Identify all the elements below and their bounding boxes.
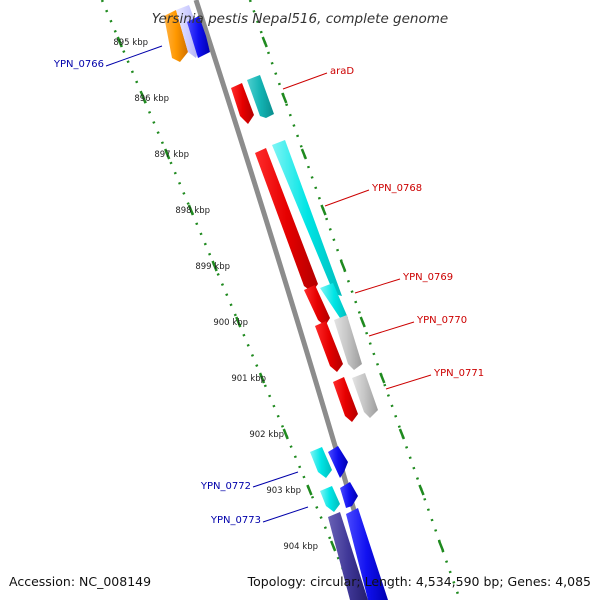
tick-mark-outer-903 — [418, 484, 425, 496]
tick-mark-inner-903 — [306, 484, 313, 496]
leader-ypn-0770 — [368, 321, 415, 337]
tick-mark-outer-904 — [437, 540, 445, 552]
tick-mark-outer-897 — [300, 148, 308, 160]
gene-ypn-0770-grey[interactable] — [334, 315, 362, 370]
gene-labels: YPN_0766 araD YPN_0768 YPN_0769 YPN_0770… — [53, 59, 484, 526]
tick-mark-outer-902 — [398, 428, 406, 440]
forward-strand-genes — [176, 5, 388, 600]
gene-ypn-0771-grey[interactable] — [352, 373, 378, 418]
gene-ypn-0772[interactable] — [310, 447, 332, 478]
label-leaders — [105, 45, 432, 523]
tick-label-901: 901 kbp — [231, 374, 266, 384]
tick-marks — [116, 36, 445, 552]
gene-ypn-0766[interactable] — [164, 10, 188, 62]
tick-label-898: 898 kbp — [175, 206, 210, 216]
gene-arad[interactable] — [231, 83, 254, 124]
map-title: Yersinia pestis Nepal516, complete genom… — [152, 11, 448, 27]
leader-ypn-0772 — [252, 471, 299, 488]
topology-text: Topology: circular; Length: 4,534,590 bp… — [247, 574, 591, 589]
leader-ypn-0768 — [324, 189, 370, 207]
tick-mark-inner-902 — [282, 428, 289, 440]
gene-label-ypn-0771[interactable]: YPN_0771 — [433, 368, 484, 379]
leader-ypn-0771 — [385, 374, 432, 390]
gene-blue-top[interactable] — [187, 16, 210, 58]
gene-label-ypn-0766[interactable]: YPN_0766 — [53, 59, 104, 70]
tick-mark-outer-898 — [320, 204, 327, 216]
tick-mark-inner-904 — [329, 540, 337, 552]
gene-label-ypn-0773[interactable]: YPN_0773 — [210, 515, 261, 526]
tick-mark-inner-898 — [187, 204, 195, 216]
gene-blue-0772[interactable] — [328, 446, 348, 478]
tick-label-900: 900 kbp — [213, 318, 248, 328]
tick-label-903: 903 kbp — [266, 486, 301, 496]
tick-mark-inner-900 — [235, 316, 242, 328]
gene-label-ypn-0768[interactable]: YPN_0768 — [371, 183, 422, 194]
tick-mark-inner-896 — [140, 92, 147, 104]
gene-ypn-0769[interactable] — [304, 285, 330, 326]
tick-labels: 895 kbp 896 kbp 897 kbp 898 kbp 899 kbp … — [113, 38, 318, 552]
leader-ypn-0773 — [262, 506, 309, 523]
gene-navy-reverse[interactable] — [328, 512, 368, 600]
accession-text: Accession: NC_008149 — [9, 574, 152, 589]
gene-teal-arad[interactable] — [247, 75, 274, 118]
tick-mark-outer-901 — [379, 372, 386, 384]
leader-arad — [282, 72, 328, 90]
tick-label-895: 895 kbp — [113, 38, 148, 48]
gene-cyan-0769[interactable] — [320, 283, 348, 318]
genome-backbone — [193, 0, 383, 600]
tick-mark-inner-895 — [116, 36, 123, 48]
tick-label-897: 897 kbp — [154, 150, 189, 160]
leader-ypn-0766 — [105, 45, 163, 67]
gene-blue-0773[interactable] — [340, 482, 358, 508]
tick-label-896: 896 kbp — [134, 94, 169, 104]
tick-mark-outer-896 — [281, 92, 288, 104]
tick-mark-inner-901 — [258, 372, 266, 384]
tick-mark-inner-897 — [164, 148, 171, 160]
gene-label-arad[interactable]: araD — [330, 66, 354, 77]
gene-ypn-0771-part[interactable] — [333, 377, 358, 422]
gene-ypn-0768-cyan[interactable] — [272, 140, 342, 296]
tick-mark-outer-900 — [359, 316, 366, 328]
tick-label-902: 902 kbp — [249, 430, 284, 440]
leader-ypn-0769 — [354, 278, 401, 294]
gene-ypn-0773[interactable] — [320, 486, 340, 512]
outer-dotted-rail — [248, 0, 462, 600]
tick-mark-outer-899 — [339, 260, 347, 272]
reverse-strand-genes — [164, 10, 368, 600]
gene-blue-bottom[interactable] — [346, 508, 388, 600]
tick-mark-inner-899 — [211, 260, 218, 272]
gene-ypn-0770-part[interactable] — [315, 321, 343, 372]
dotted-rails — [100, 0, 462, 600]
tick-label-904: 904 kbp — [283, 542, 318, 552]
gene-ypn-0768-part[interactable] — [255, 148, 318, 292]
gene-label-ypn-0772[interactable]: YPN_0772 — [200, 481, 251, 492]
tick-mark-outer-895 — [261, 36, 268, 48]
gene-label-ypn-0769[interactable]: YPN_0769 — [402, 272, 453, 283]
gene-label-ypn-0770[interactable]: YPN_0770 — [416, 315, 467, 326]
tick-label-899: 899 kbp — [195, 262, 230, 272]
